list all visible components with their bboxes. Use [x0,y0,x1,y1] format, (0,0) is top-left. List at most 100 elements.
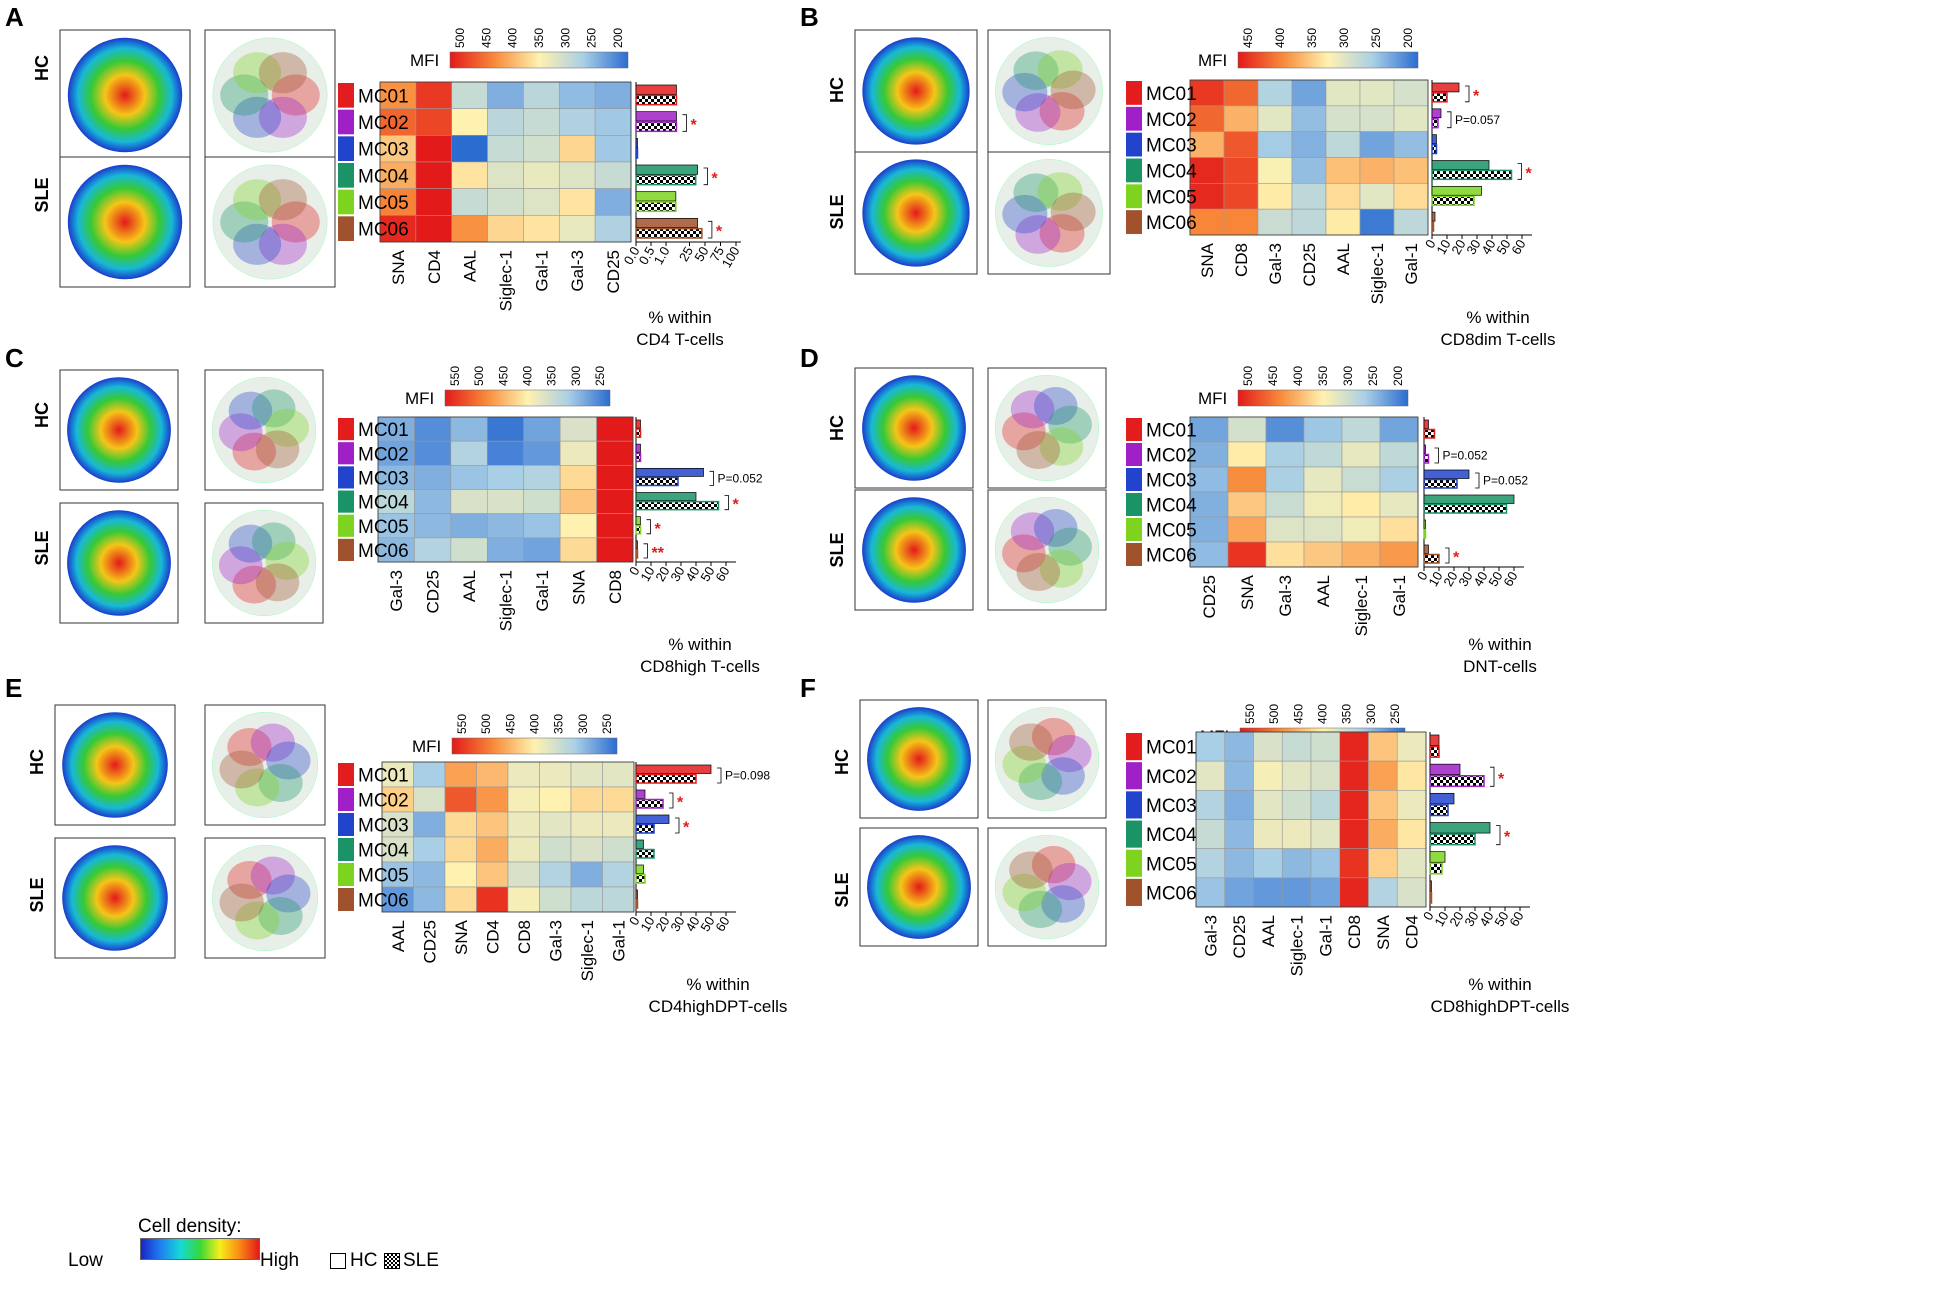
heatmap-cell [1281,819,1312,849]
cluster-color-mc06 [1126,210,1142,234]
heatmap-cell [507,886,540,913]
cluster-label-mc02: MC02 [1146,446,1197,467]
heatmap-column-label: Siglec-1 [1288,915,1307,976]
cluster-color-mc03 [338,813,354,836]
colorbar-tick: 550 [448,366,462,386]
heatmap-cell [539,761,572,788]
cluster-label-mc01: MC01 [1146,84,1197,105]
heatmap-cell [1265,416,1305,443]
heatmap-cell [415,188,453,216]
bar-x-tick-label: 60 [1508,237,1528,257]
heatmap-cell [1224,848,1254,879]
significance-annotation: * [1453,550,1460,567]
density-map [867,707,971,811]
cluster-color-mc06 [338,888,354,911]
bar-x-tick-label: 40 [682,914,702,934]
heatmap-cell [476,836,509,863]
tsne-map [994,834,1100,940]
significance-annotation: * [655,521,662,538]
heatmap-cell [558,215,596,243]
heatmap-cell [379,108,417,136]
heatmap-column-label: Siglec-1 [1368,243,1387,304]
heatmap-cell [413,886,446,913]
heatmap-column-label: SNA [1238,574,1257,610]
heatmap-cell [1396,790,1427,820]
tsne-cluster-blob [1015,215,1061,254]
panel-letter: B [800,2,819,32]
cluster-color-mc01 [338,83,354,108]
colorbar-tick: 250 [1388,704,1402,724]
heatmap-cell [1393,183,1429,210]
bar-sle-mc06 [1429,891,1433,904]
heatmap-cell [1359,79,1395,107]
heatmap-frame [377,416,634,563]
sle-swatch [384,1253,400,1269]
cluster-color-mc01 [1126,733,1142,761]
heatmap-column-label: AAL [461,250,480,282]
colorbar-tick: 450 [503,714,517,734]
heatmap-cell [1310,731,1341,762]
colorbar-tick: 350 [1316,366,1330,386]
mfi-colorbar [449,51,629,69]
significance-annotation: P=0.052 [1443,449,1488,463]
heatmap-cell [413,836,446,863]
bar-hc-mc01 [1429,734,1440,746]
colorbar-tick: 400 [1291,366,1305,386]
tsne-cluster-blob [271,201,320,243]
tsne-cluster-blob [1010,390,1055,429]
bar-hc-mc05 [1423,519,1426,529]
colorbar-tick: 550 [455,714,469,734]
heatmap-cell [1223,157,1259,184]
cluster-color-mc04 [338,163,354,188]
heatmap-cell [558,188,596,216]
heatmap-column-label: CD4 [1403,915,1422,949]
heatmap-cell [1223,208,1259,236]
heatmap-cell [450,416,488,442]
heatmap-cell [1379,441,1419,468]
bar-sle-mc03 [1429,804,1449,817]
heatmap-cell [1195,877,1226,908]
bar-x-tick-label: 20 [1440,569,1460,589]
heatmap-cell [381,811,414,838]
cluster-label-mc03: MC03 [1146,136,1197,157]
heatmap-cell [450,465,488,490]
heatmap-frame [381,761,635,913]
heatmap-cell [1341,541,1381,568]
tsne-cluster-blob [235,768,280,807]
bar-sle-mc06 [635,227,703,239]
heatmap-cell [486,416,525,442]
cluster-label-mc03: MC03 [358,816,409,837]
figure-legend: Cell density: Low High HC SLE [62,1216,622,1286]
significance-annotation: P=0.052 [1483,474,1528,488]
cluster-label-mc02: MC02 [1146,110,1197,131]
bar-x-tick-label: 20 [652,564,672,584]
heatmap-cell [1325,208,1361,236]
density-map [862,37,970,145]
panel-letter: A [5,2,24,32]
colorbar-tick: 250 [1366,366,1380,386]
row-label-hc: HC [27,749,47,775]
heatmap-cell [487,215,524,243]
significance-bracket [675,817,680,834]
tsne-map [211,376,317,484]
heatmap-cell [559,537,597,563]
row-label-sle: SLE [832,872,852,907]
bar-x-axis-label: % within [1468,635,1531,654]
row-label-hc: HC [832,749,852,775]
mfi-colorbar [444,389,611,407]
heatmap-cell [451,215,488,243]
tsne-cluster-blob [250,856,295,895]
bar-sle-mc03 [635,147,639,159]
colorbar-tick: 200 [1401,28,1415,48]
tsne-cluster-blob [265,408,310,447]
heatmap-cell [602,811,635,838]
panel-B: B HC SLE MFI 450 400 350 300 250 200 SNA CD8 Gal-3 CD… [800,2,1555,349]
sle-legend-label: SLE [403,1250,439,1271]
heatmap-column-label: Gal-3 [1201,915,1220,957]
cluster-color-mc05 [1126,518,1142,541]
heatmap-column-label: AAL [1314,575,1333,607]
significance-annotation: P=0.098 [725,769,770,783]
mfi-label: MFI [405,389,434,408]
colorbar-tick: 350 [1340,704,1354,724]
tsne-cluster-blob [1047,862,1092,901]
